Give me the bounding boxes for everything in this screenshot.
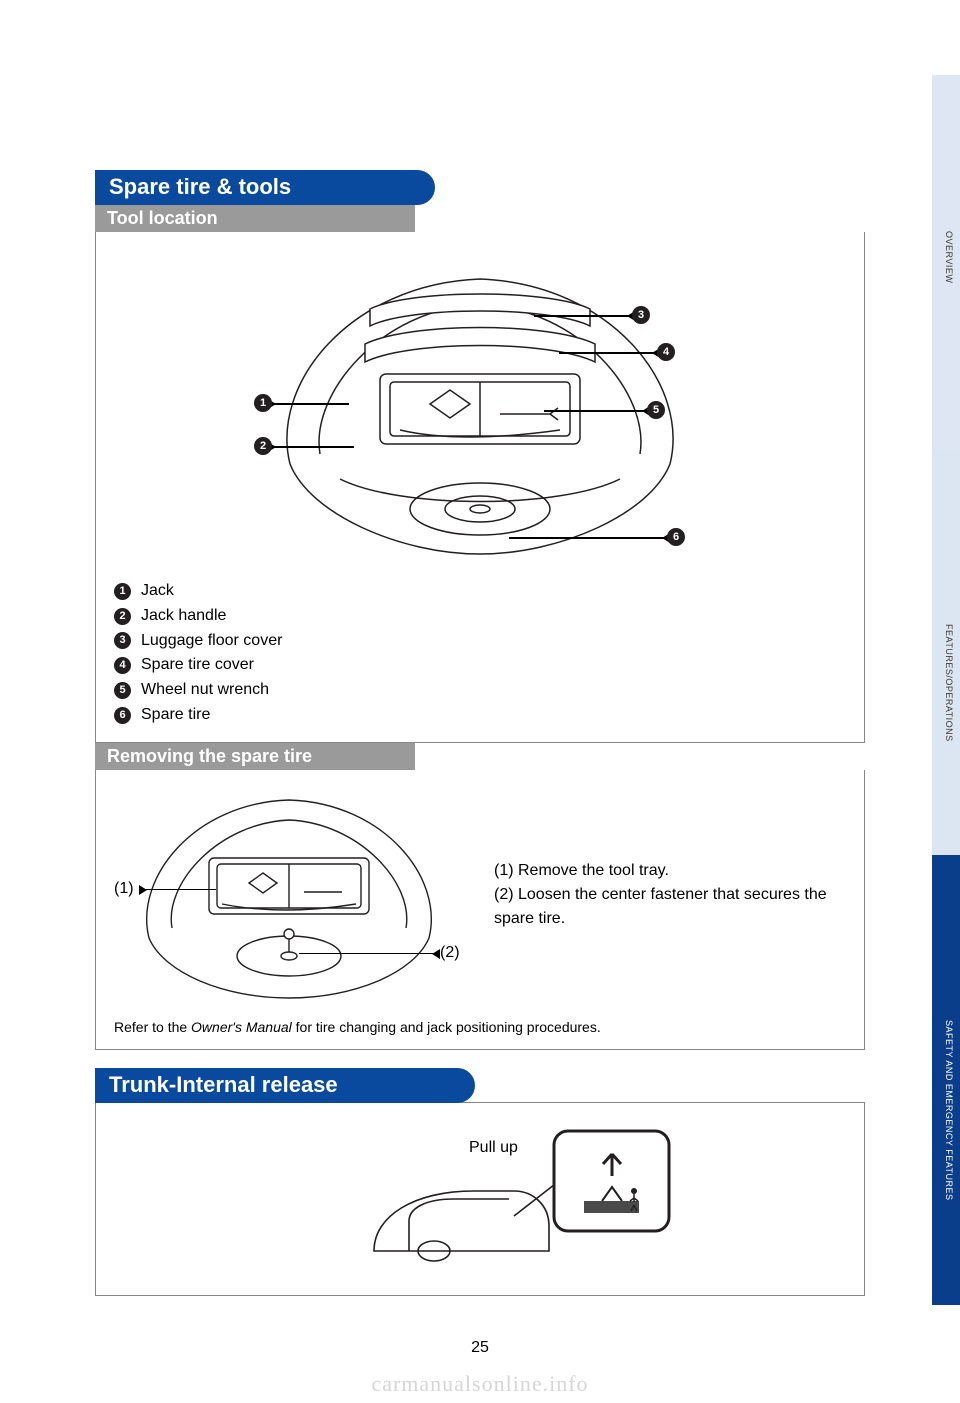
callout-1: 1 [254,394,272,412]
watermark: carmanualsonline.info [0,1371,960,1397]
legend-label-2: Jack handle [141,604,226,629]
tab-overview: OVERVIEW [932,75,960,450]
tab-features: FEATURES/OPERATIONS [932,450,960,855]
step-1: (1) Remove the tool tray. [494,859,846,883]
heading-trunk-release: Trunk-Internal release [95,1068,475,1103]
callout-6: 6 [667,528,685,546]
diagram-label-1: (1) [114,880,134,898]
legend-label-1: Jack [141,579,174,604]
legend-num-3: 3 [114,632,131,649]
legend-label-5: Wheel nut wrench [141,678,269,703]
diagram-label-2: (2) [440,944,460,962]
legend-num-5: 5 [114,682,131,699]
legend-label-6: Spare tire [141,703,210,728]
page-content: Spare tire & tools Tool location [95,170,865,1296]
legend-num-4: 4 [114,657,131,674]
trunk-illustration-small [114,788,464,1003]
subheading-tool-location: Tool location [95,205,415,232]
diagram-tool-location: 1 2 3 4 5 6 [114,254,846,569]
legend-num-6: 6 [114,707,131,724]
callout-5: 5 [647,401,665,419]
diagram-trunk-release: Pull up [114,1121,846,1281]
callout-2: 2 [254,437,272,455]
callout-4: 4 [657,343,675,361]
panel-tool-location: 1 2 3 4 5 6 1 Jack 2 Jack handle 3 Luggage … [95,232,865,743]
panel-trunk-release: Pull up [95,1102,865,1296]
subheading-removing-spare: Removing the spare tire [95,743,415,770]
page-number: 25 [0,1339,960,1357]
legend-tool-location: 1Jack 2Jack handle 3Luggage floor cover … [114,579,846,728]
removal-steps: (1) Remove the tool tray. (2) Loosen the… [494,859,846,931]
callout-3: 3 [632,306,650,324]
legend-label-4: Spare tire cover [141,653,254,678]
legend-label-3: Luggage floor cover [141,629,282,654]
step-2: (2) Loosen the center fastener that secu… [494,883,846,931]
legend-num-2: 2 [114,608,131,625]
label-pull-up: Pull up [469,1139,518,1157]
heading-spare-tire-tools: Spare tire & tools [95,170,435,205]
diagram-removing-spare: (1) (2) [114,788,464,1003]
tab-safety-active: SAFETY AND EMERGENCY FEATURES [932,855,960,1305]
footnote-pre: Refer to the [114,1019,191,1035]
legend-num-1: 1 [114,583,131,600]
footnote-em: Owner's Manual [191,1019,292,1035]
side-tab-strip: OVERVIEW FEATURES/OPERATIONS SAFETY AND … [932,75,960,1305]
footnote-owners-manual: Refer to the Owner's Manual for tire cha… [114,1019,846,1035]
footnote-post: for tire changing and jack positioning p… [292,1019,601,1035]
panel-removing-spare: (1) (2) (1) Remove the tool tray. (2) Lo… [95,770,865,1050]
